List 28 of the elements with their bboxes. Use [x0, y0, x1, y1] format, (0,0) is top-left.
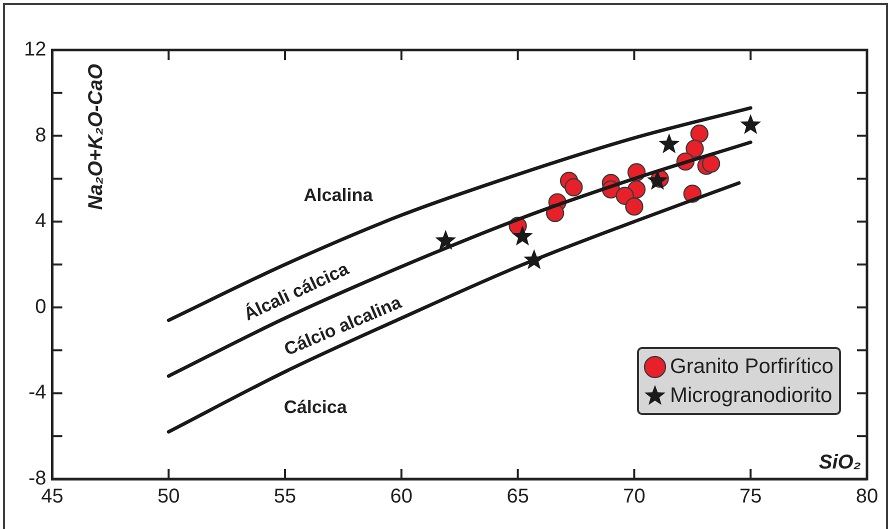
- x-tick-label: 55: [274, 486, 296, 508]
- x-axis-title: SiO₂: [818, 452, 862, 474]
- x-tick-label: 80: [856, 486, 878, 508]
- annotation: Alcalina: [304, 184, 374, 205]
- x-tick-label: 50: [158, 486, 180, 508]
- point: [686, 140, 704, 158]
- point: [740, 114, 762, 134]
- legend-label: Microgranodiorito: [670, 384, 832, 408]
- point: [690, 124, 708, 143]
- point: [524, 249, 545, 270]
- y-tick-label: 8: [35, 124, 46, 146]
- y-axis-title: Na₂O+K₂O-CaO: [84, 64, 107, 210]
- point: [658, 133, 680, 154]
- point: [625, 197, 644, 216]
- y-tick-label: 12: [24, 38, 46, 61]
- point: [435, 230, 456, 250]
- x-tick-label: 70: [623, 486, 646, 508]
- y-tick-label: 4: [35, 210, 46, 232]
- x-tick-label: 65: [506, 486, 529, 508]
- annotation: Cálcica: [284, 397, 348, 418]
- legend-label: Granito Porfirítico: [670, 354, 834, 378]
- y-tick-label: 0: [35, 296, 46, 318]
- x-tick-label: 60: [390, 486, 413, 508]
- x-tick-label: 75: [739, 486, 762, 508]
- point: [564, 178, 583, 196]
- y-tick-label: -4: [28, 382, 46, 404]
- point: [702, 154, 720, 173]
- point: [512, 226, 533, 246]
